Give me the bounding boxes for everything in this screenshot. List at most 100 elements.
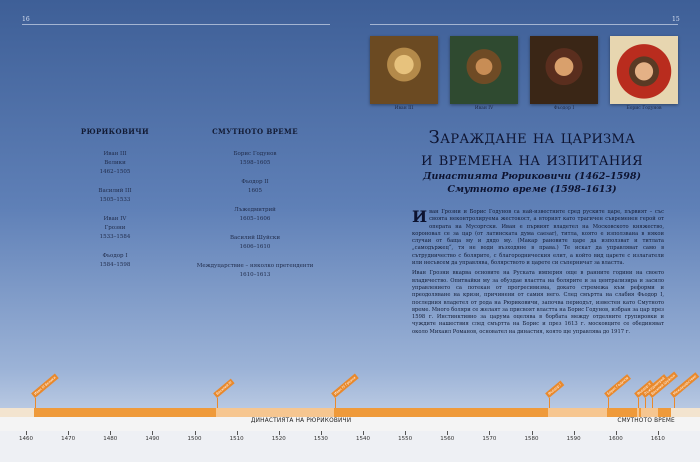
paragraph-text: ван Грозни и Борис Годунов са най-извест…	[412, 209, 664, 267]
reign-segment	[548, 408, 608, 417]
reign-tag: Фьодор I	[545, 380, 565, 398]
subtitle-dynasty: Династията Рюриковичи (1462–1598)	[423, 171, 641, 182]
era-label: СМУТНОТО ВРЕМЕ	[617, 418, 675, 424]
axis-tick-label: 1460	[19, 436, 34, 442]
column-rurikids: РЮРИКОВИЧИ Иван III Велики 1462–1505 Вас…	[56, 127, 174, 280]
ruler-name: Василий Шуйски	[229, 235, 280, 241]
axis-tick-label: 1570	[482, 436, 497, 442]
page-number-left: 16	[22, 16, 30, 23]
axis-tick-label: 1530	[313, 436, 328, 442]
ruler-years: 1533–1584	[99, 234, 131, 240]
portrait-caption: Борис Годунов	[626, 106, 662, 111]
axis-tick	[657, 431, 659, 435]
ruler-years: 1605	[248, 188, 262, 194]
ruler-name: Иван III	[103, 151, 127, 157]
axis-tick-label: 1560	[440, 436, 455, 442]
portrait-ivan-iv	[450, 36, 518, 104]
axis-tick	[489, 431, 491, 435]
ruler-years: 1605–1606	[239, 216, 271, 222]
ruler-years: 1584–1598	[99, 262, 131, 268]
column-time-of-troubles: СМУТНОТО ВРЕМЕ Борис Годунов 1598–1605 Ф…	[196, 127, 314, 290]
reign-tag: Борис Годунов	[604, 373, 632, 398]
axis-tick-label: 1600	[608, 436, 623, 442]
paragraph: Иван Грозни вкарва основите на Руската и…	[412, 270, 664, 335]
axis-tick-label: 1520	[271, 436, 286, 442]
axis-tick-label: 1500	[187, 436, 202, 442]
ruler-years: 1505–1533	[99, 197, 131, 203]
portrait-caption: Иван III	[394, 106, 414, 111]
reign-segment	[34, 408, 216, 417]
ruler-name: Лъжедмитрий	[234, 207, 276, 213]
header-rule-right	[370, 24, 678, 25]
ruler-years: 1606–1610	[239, 244, 271, 250]
timeline-era-strip	[0, 417, 700, 431]
axis-tick	[110, 431, 112, 435]
ruler-entry: Василий III 1505–1533	[56, 187, 174, 205]
ruler-years: 1610–1613	[239, 272, 271, 278]
reign-segment	[636, 408, 639, 417]
reign-segment	[333, 408, 549, 417]
reign-marker	[549, 398, 551, 408]
reign-marker	[673, 398, 675, 408]
axis-tick	[320, 431, 322, 435]
reign-marker	[652, 398, 654, 408]
axis-tick	[68, 431, 70, 435]
axis-tick	[152, 431, 154, 435]
page-title: Зараждане на царизма и времена на изпита…	[402, 127, 662, 171]
portrait-caption: Иван IV	[474, 106, 494, 111]
ruler-years: 1462–1505	[99, 169, 131, 175]
reign-marker	[35, 398, 37, 408]
ruler-entry: Иван IV Грозни 1533–1584	[56, 215, 174, 242]
axis-tick	[615, 431, 617, 435]
ruler-entry: Междуцарствие – няколко претенденти 1610…	[196, 262, 314, 280]
axis-tick-label: 1490	[145, 436, 160, 442]
axis-tick-label: 1470	[61, 436, 76, 442]
ruler-entry: Иван III Велики 1462–1505	[56, 150, 174, 177]
axis-tick-label: 1580	[524, 436, 539, 442]
ruler-years: 1598–1605	[239, 160, 271, 166]
column-heading: СМУТНОТО ВРЕМЕ	[212, 127, 298, 136]
axis-tick-label: 1590	[566, 436, 581, 442]
reign-segment	[638, 408, 642, 417]
portrait-feodor-i	[530, 36, 598, 104]
ruler-name: Борис Годунов	[233, 151, 277, 157]
title-line: Зараждане на царизма	[428, 127, 636, 148]
reign-marker	[608, 398, 610, 408]
ruler-epithet: Грозни	[104, 225, 126, 231]
reign-marker	[644, 398, 646, 408]
axis-tick-label: 1610	[650, 436, 665, 442]
reign-tag: Иван IV Грозни	[330, 373, 359, 398]
reign-marker	[334, 398, 336, 408]
axis-tick-label: 1510	[229, 436, 244, 442]
reign-segment	[657, 408, 671, 417]
axis-tick	[278, 431, 280, 435]
ruler-entry: Фьодор I 1584–1598	[56, 252, 174, 270]
title-line: и времена на изпитания	[421, 149, 643, 170]
reign-tag: Василий III	[212, 378, 235, 398]
ruler-name: Междуцарствие – няколко претенденти	[196, 263, 314, 269]
ruler-entry: Борис Годунов 1598–1605	[196, 150, 314, 168]
reign-segment	[215, 408, 334, 417]
ruler-name: Иван IV	[103, 216, 127, 222]
axis-tick	[531, 431, 533, 435]
era-label: ДИНАСТИЯТА НА РЮРИКОВИЧИ	[250, 418, 352, 424]
axis-tick	[26, 431, 28, 435]
reign-segment	[607, 408, 637, 417]
page-number-right: 15	[672, 16, 680, 23]
ruler-entry: Лъжедмитрий 1605–1606	[196, 206, 314, 224]
ruler-name: Василий III	[98, 188, 132, 194]
subtitle-troubles: Смутното време (1598–1613)	[447, 184, 617, 195]
ruler-name: Фьодор II	[241, 179, 269, 185]
portrait-ivan-iii	[370, 36, 438, 104]
portrait-boris-godunov	[610, 36, 678, 104]
axis-tick	[447, 431, 449, 435]
axis-tick	[236, 431, 238, 435]
axis-tick-label: 1540	[356, 436, 371, 442]
axis-tick	[194, 431, 196, 435]
ruler-name: Фьодор I	[102, 253, 128, 259]
reign-tag: Иван III Велики	[31, 373, 60, 398]
header-rule-left	[22, 24, 330, 25]
column-heading: РЮРИКОВИЧИ	[80, 127, 150, 136]
